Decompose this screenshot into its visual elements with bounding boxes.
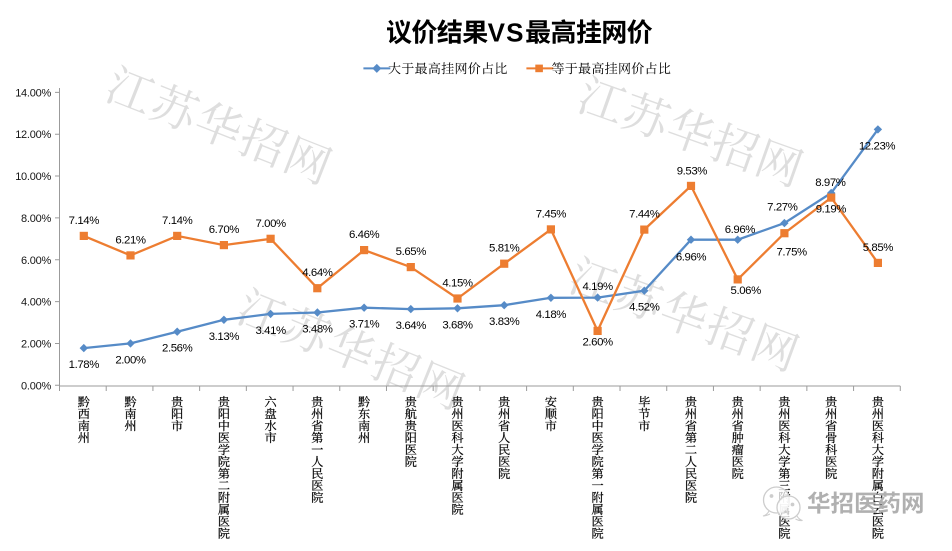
svg-text:2.00%: 2.00% bbox=[21, 338, 51, 350]
svg-text:3.13%: 3.13% bbox=[209, 331, 240, 343]
svg-text:10.00%: 10.00% bbox=[15, 171, 51, 183]
svg-text:14.00%: 14.00% bbox=[15, 87, 51, 99]
svg-text:4.19%: 4.19% bbox=[582, 281, 613, 293]
svg-text:6.96%: 6.96% bbox=[676, 252, 707, 264]
svg-text:2.56%: 2.56% bbox=[162, 343, 193, 355]
svg-text:9.19%: 9.19% bbox=[816, 204, 847, 216]
svg-text:5.81%: 5.81% bbox=[489, 243, 520, 255]
svg-text:0.00%: 0.00% bbox=[21, 380, 51, 392]
svg-text:12.00%: 12.00% bbox=[15, 129, 51, 141]
svg-text:4.00%: 4.00% bbox=[21, 297, 51, 309]
svg-text:4.64%: 4.64% bbox=[302, 267, 333, 279]
svg-text:9.53%: 9.53% bbox=[677, 166, 708, 178]
svg-text:3.68%: 3.68% bbox=[442, 319, 473, 331]
svg-text:6.96%: 6.96% bbox=[725, 224, 756, 236]
svg-text:7.45%: 7.45% bbox=[536, 208, 567, 220]
svg-text:3.71%: 3.71% bbox=[349, 319, 380, 331]
svg-text:7.27%: 7.27% bbox=[767, 202, 798, 214]
svg-text:2.60%: 2.60% bbox=[582, 337, 613, 349]
svg-text:3.83%: 3.83% bbox=[489, 316, 520, 328]
svg-text:7.00%: 7.00% bbox=[255, 218, 286, 230]
svg-text:2.00%: 2.00% bbox=[115, 354, 146, 366]
svg-text:7.44%: 7.44% bbox=[629, 209, 660, 221]
svg-text:4.15%: 4.15% bbox=[442, 278, 473, 290]
svg-text:4.52%: 4.52% bbox=[629, 302, 660, 314]
svg-text:3.41%: 3.41% bbox=[255, 325, 286, 337]
svg-text:1.78%: 1.78% bbox=[69, 359, 100, 371]
svg-text:5.65%: 5.65% bbox=[396, 246, 427, 258]
svg-text:7.14%: 7.14% bbox=[162, 215, 193, 227]
svg-text:4.18%: 4.18% bbox=[536, 309, 567, 321]
svg-text:3.64%: 3.64% bbox=[396, 320, 427, 332]
svg-text:7.75%: 7.75% bbox=[776, 247, 807, 259]
svg-text:8.97%: 8.97% bbox=[815, 177, 846, 189]
svg-text:12.23%: 12.23% bbox=[859, 141, 896, 153]
svg-text:5.06%: 5.06% bbox=[731, 285, 762, 297]
svg-text:3.48%: 3.48% bbox=[302, 324, 333, 336]
svg-text:8.00%: 8.00% bbox=[21, 213, 51, 225]
svg-text:7.14%: 7.14% bbox=[69, 215, 100, 227]
svg-text:VS: VS bbox=[488, 18, 525, 48]
svg-text:6.00%: 6.00% bbox=[21, 255, 51, 267]
svg-text:6.46%: 6.46% bbox=[349, 229, 380, 241]
svg-text:5.85%: 5.85% bbox=[863, 242, 894, 254]
svg-text:6.21%: 6.21% bbox=[115, 234, 146, 246]
svg-text:6.70%: 6.70% bbox=[209, 224, 240, 236]
